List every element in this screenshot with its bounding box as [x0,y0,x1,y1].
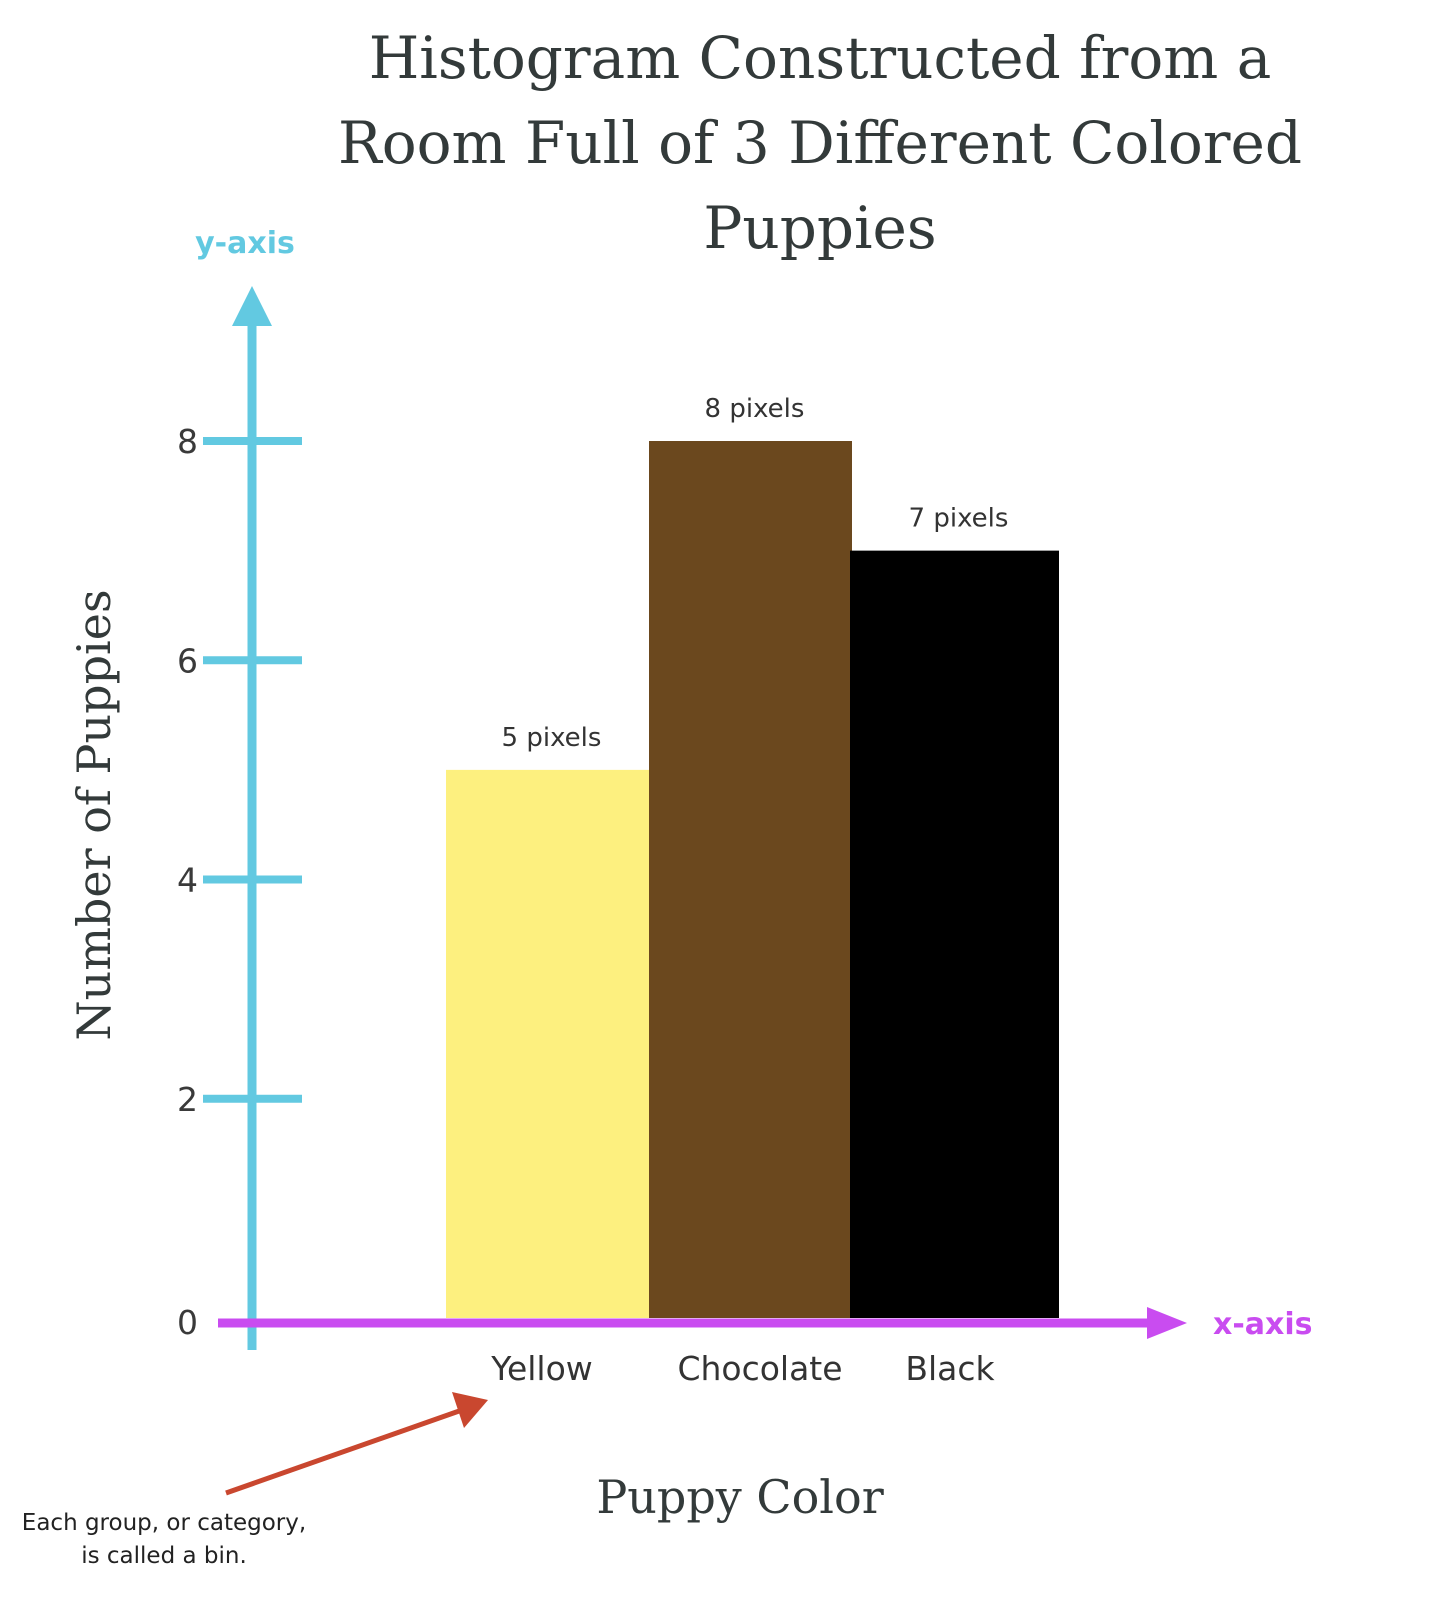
x-axis-title: Puppy Color [596,1470,883,1524]
x-tick-label-yellow: Yellow [490,1349,593,1388]
y-tick-label-8: 8 [177,422,198,461]
y-tick-label-2: 2 [177,1080,198,1119]
chart-title: Histogram Constructed from a Room Full o… [338,24,1302,262]
chart-title-line-1: Histogram Constructed from a [369,24,1272,92]
bar-black [850,550,1059,1318]
y-axis-title: Number of Puppies [67,589,121,1040]
bin-annotation-arrow [225,1407,463,1496]
y-tick-label-0: 0 [177,1303,198,1342]
y-axis-arrowhead [232,286,272,326]
x-tick-label-chocolate: Chocolate [677,1349,842,1388]
bar-yellow [446,769,649,1318]
y-axis-tag: y-axis [195,226,295,261]
y-ticks: 0 2 4 6 8 [177,422,302,1342]
bin-annotation-arrowhead [452,1392,488,1428]
chart-title-line-3: Puppies [703,194,936,262]
bar-value-label-chocolate: 8 pixels [705,394,805,424]
bin-annotation-line-1: Each group, or category, [22,1510,306,1536]
y-tick-label-6: 6 [177,641,198,680]
x-tick-label-black: Black [905,1349,995,1388]
bar-value-label-yellow: 5 pixels [502,723,602,753]
bars: 5 pixels 8 pixels 7 pixels [446,394,1059,1318]
bar-value-label-black: 7 pixels [909,504,1009,534]
x-axis-tag: x-axis [1213,1307,1313,1342]
chart-title-line-2: Room Full of 3 Different Colored [338,109,1302,177]
category-labels: Yellow Chocolate Black [490,1349,995,1388]
bar-chocolate [649,441,852,1318]
x-axis-arrowhead [1147,1307,1187,1339]
bin-annotation-line-2: is called a bin. [81,1543,247,1569]
y-tick-label-4: 4 [177,861,198,900]
